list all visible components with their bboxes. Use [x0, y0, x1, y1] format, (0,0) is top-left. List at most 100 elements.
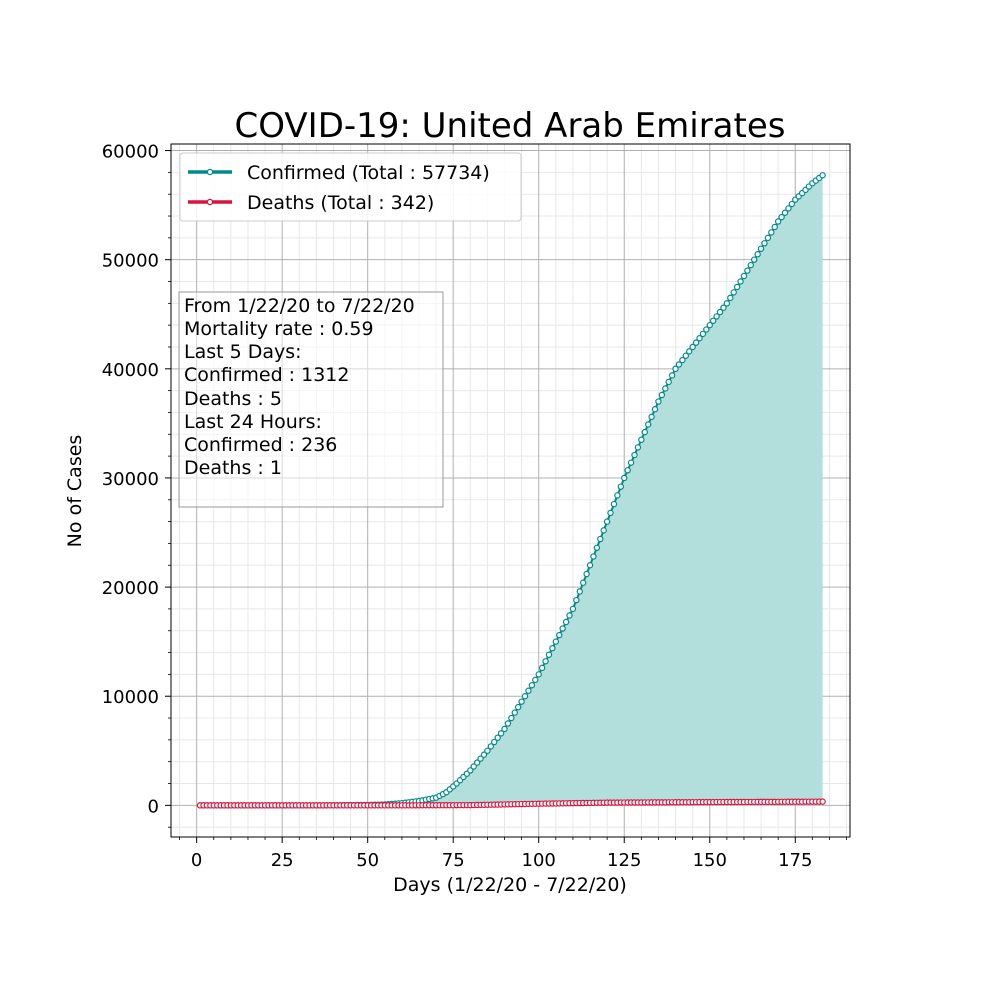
data-point: [727, 294, 734, 302]
data-point: [532, 676, 539, 684]
data-point: [771, 223, 778, 231]
legend: Confirmed (Total : 57734) Deaths (Total …: [179, 152, 522, 222]
data-point: [788, 200, 796, 208]
data-point: [689, 343, 696, 351]
legend-deaths-marker: [206, 198, 214, 206]
data-point: [566, 612, 573, 619]
data-point: [576, 588, 583, 595]
annotation-line: Mortality rate : 0.59: [184, 318, 374, 340]
data-point: [774, 218, 782, 225]
data-point: [744, 267, 751, 274]
data-point: [696, 335, 703, 342]
data-point: [467, 767, 474, 774]
plot-frame: [170, 143, 851, 838]
data-point: [593, 544, 601, 552]
data-point: [665, 378, 672, 386]
annotation-line: Deaths : 5: [184, 388, 282, 410]
data-point: [610, 500, 618, 508]
data-point: [716, 308, 724, 316]
data-point: [607, 509, 614, 517]
data-point: [597, 535, 604, 543]
data-point: [603, 518, 611, 525]
data-point: [491, 738, 498, 746]
data-point: [487, 743, 495, 750]
data-point: [627, 459, 635, 466]
x-tick-label: 100: [522, 850, 556, 871]
y-tick-label: 20000: [102, 578, 159, 599]
data-point: [648, 413, 655, 421]
data-point: [740, 272, 748, 280]
data-point: [521, 693, 529, 700]
data-point: [480, 751, 488, 758]
data-point: [497, 730, 505, 737]
data-point: [504, 720, 512, 727]
annotation-line: Confirmed : 1312: [184, 364, 349, 386]
y-tick-label: 40000: [102, 360, 159, 381]
data-point: [757, 245, 765, 252]
y-tick-label: 0: [148, 796, 159, 817]
data-point: [562, 618, 570, 626]
annotation-frame: [178, 291, 444, 508]
data-point: [552, 638, 560, 645]
x-tick-label: 125: [607, 850, 641, 871]
series-lines: [196, 172, 826, 809]
data-point: [720, 304, 727, 311]
data-point: [569, 605, 577, 613]
data-point: [686, 348, 693, 355]
annotation-line: Last 24 Hours:: [184, 411, 322, 433]
legend-confirmed-label: Confirmed (Total : 57734): [247, 162, 490, 184]
data-point: [518, 698, 525, 705]
data-point: [535, 671, 542, 678]
annotation-line: From 1/22/20 to 7/22/20: [184, 295, 415, 317]
data-point: [494, 734, 501, 741]
data-point: [761, 240, 768, 247]
data-point: [713, 313, 720, 320]
data-point: [668, 372, 676, 379]
x-tick-label: 50: [356, 850, 379, 871]
x-axis-label: Days (1/22/20 - 7/22/20): [393, 874, 627, 896]
data-point: [525, 687, 532, 694]
data-point: [655, 398, 662, 405]
data-point: [542, 658, 549, 665]
data-point: [583, 570, 590, 578]
series-area: [200, 175, 823, 806]
data-point: [528, 682, 536, 689]
data-point: [764, 234, 772, 242]
data-point: [624, 467, 631, 474]
legend-confirmed-marker: [206, 168, 214, 176]
data-point: [651, 406, 659, 413]
data-point: [730, 289, 737, 296]
data-point: [477, 755, 484, 762]
confirmed-fill: [200, 175, 823, 806]
data-point: [590, 553, 597, 560]
data-point: [751, 256, 758, 263]
data-point: [621, 474, 628, 482]
data-point: [785, 205, 792, 212]
data-point: [600, 527, 607, 534]
axis-ticks: 0 25 50 75 100 125 150 175 0 10000 20000 30000 40000…: [102, 142, 847, 871]
data-point: [672, 365, 679, 373]
data-point: [675, 361, 683, 368]
data-point: [614, 492, 621, 499]
data-point: [662, 385, 669, 392]
data-point: [579, 579, 587, 586]
data-point: [641, 428, 648, 436]
data-point: [644, 421, 652, 428]
y-axis-label: No of Cases: [64, 435, 86, 548]
data-point: [515, 703, 522, 711]
data-point: [778, 213, 785, 221]
annotation-line: Deaths : 1: [184, 457, 282, 479]
y-tick-label: 60000: [102, 142, 159, 163]
data-point: [617, 483, 625, 490]
annotation-line: Last 5 Days:: [184, 341, 302, 363]
data-point: [768, 229, 775, 236]
data-point: [819, 172, 826, 179]
data-point: [508, 714, 515, 722]
data-point: [781, 209, 789, 216]
annotation-box: From 1/22/20 to 7/22/20 Mortality rate :…: [178, 291, 444, 508]
y-tick-label: 30000: [102, 469, 159, 490]
x-tick-label: 75: [442, 850, 465, 871]
data-point: [586, 562, 594, 569]
